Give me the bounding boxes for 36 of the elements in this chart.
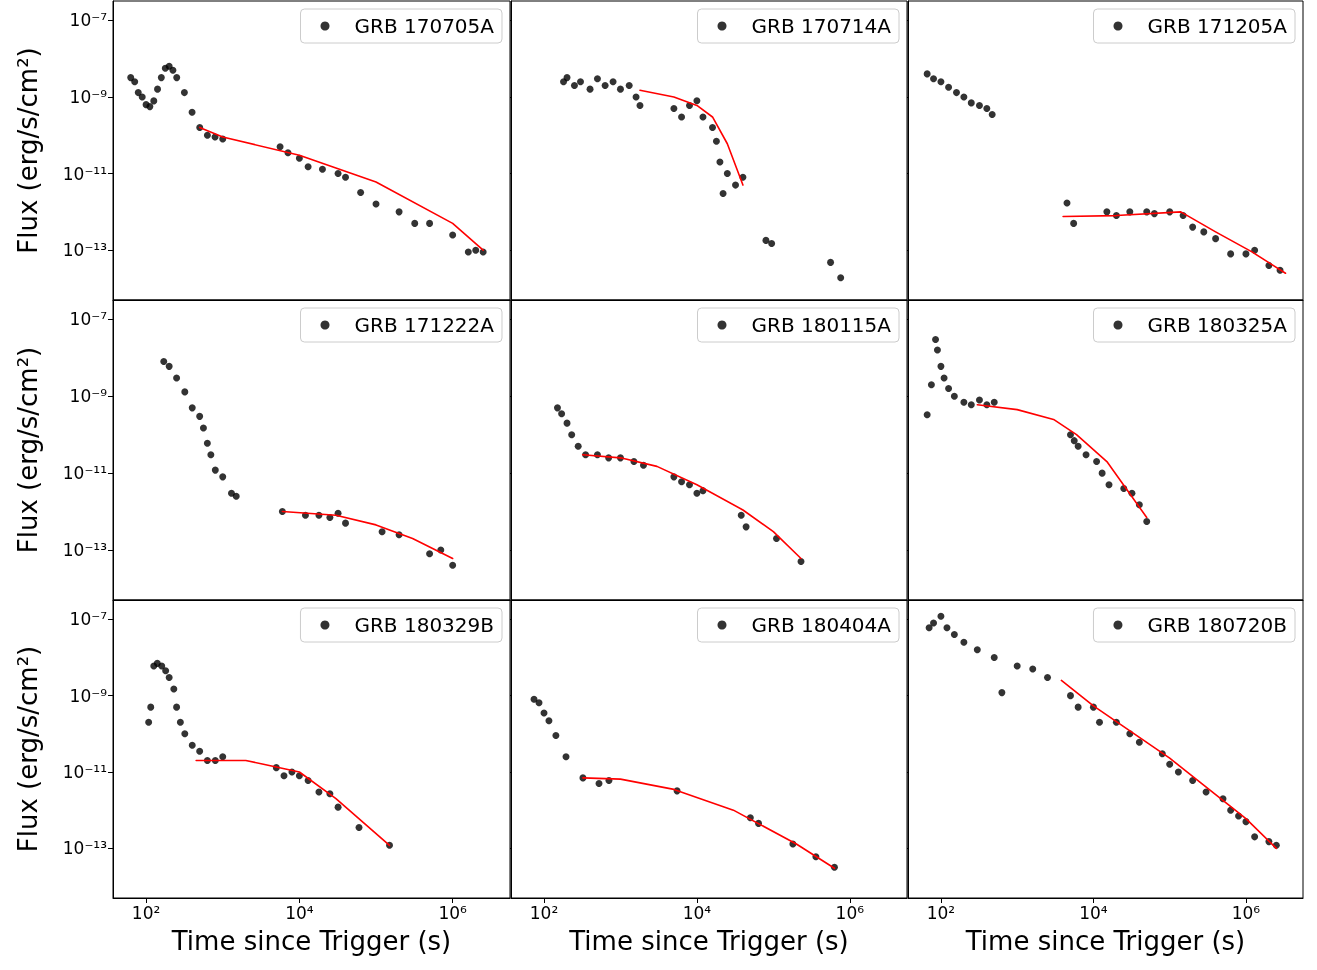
y-tick-label: 10⁻¹³ xyxy=(62,838,107,859)
x-tick-label: 10⁴ xyxy=(285,902,314,923)
y-tick-label: 10⁻⁹ xyxy=(69,86,108,107)
y-axis-title: Flux (erg/s/cm²) xyxy=(13,346,43,554)
y-tick-label: 10⁻⁹ xyxy=(69,685,108,706)
legend-label: GRB 170714A xyxy=(751,14,892,38)
x-tick-label: 10⁴ xyxy=(682,902,712,923)
y-tick-label: 10⁻¹¹ xyxy=(62,761,107,782)
x-tick-label: 10⁶ xyxy=(438,902,468,923)
y-axis-title: Flux (erg/s/cm²) xyxy=(13,645,43,853)
x-tick-label: 10⁴ xyxy=(1079,902,1108,923)
legend-label: GRB 180720B xyxy=(1147,613,1288,637)
legend-label: GRB 180115A xyxy=(751,313,892,337)
y-tick-label: 10⁻⁹ xyxy=(69,386,108,407)
legend-label: GRB 180325A xyxy=(1147,313,1288,337)
legend-label: GRB 180404A xyxy=(751,613,892,637)
y-axis-title: Flux (erg/s/cm²) xyxy=(13,47,43,254)
legend-label: GRB 171205A xyxy=(1147,14,1288,38)
legend-label: GRB 180329B xyxy=(354,613,495,637)
x-axis-title: Time since Trigger (s) xyxy=(170,926,452,956)
x-tick-label: 10² xyxy=(926,902,956,923)
y-tick-label: 10⁻¹³ xyxy=(62,240,107,261)
y-tick-label: 10⁻⁷ xyxy=(69,609,108,630)
y-tick-label: 10⁻¹¹ xyxy=(62,463,107,484)
y-tick-label: 10⁻⁷ xyxy=(69,309,108,330)
x-tick-label: 10² xyxy=(131,902,161,923)
y-tick-label: 10⁻¹¹ xyxy=(62,163,107,184)
x-tick-label: 10⁶ xyxy=(835,902,865,923)
x-tick-label: 10⁶ xyxy=(1231,902,1261,923)
x-tick-label: 10² xyxy=(529,902,559,923)
legend-label: GRB 170705A xyxy=(354,14,495,38)
y-tick-label: 10⁻¹³ xyxy=(62,540,107,560)
legend-label: GRB 171222A xyxy=(354,313,495,337)
x-axis-title: Time since Trigger (s) xyxy=(964,926,1246,956)
y-tick-label: 10⁻⁷ xyxy=(69,10,108,31)
x-axis-title: Time since Trigger (s) xyxy=(568,926,849,956)
